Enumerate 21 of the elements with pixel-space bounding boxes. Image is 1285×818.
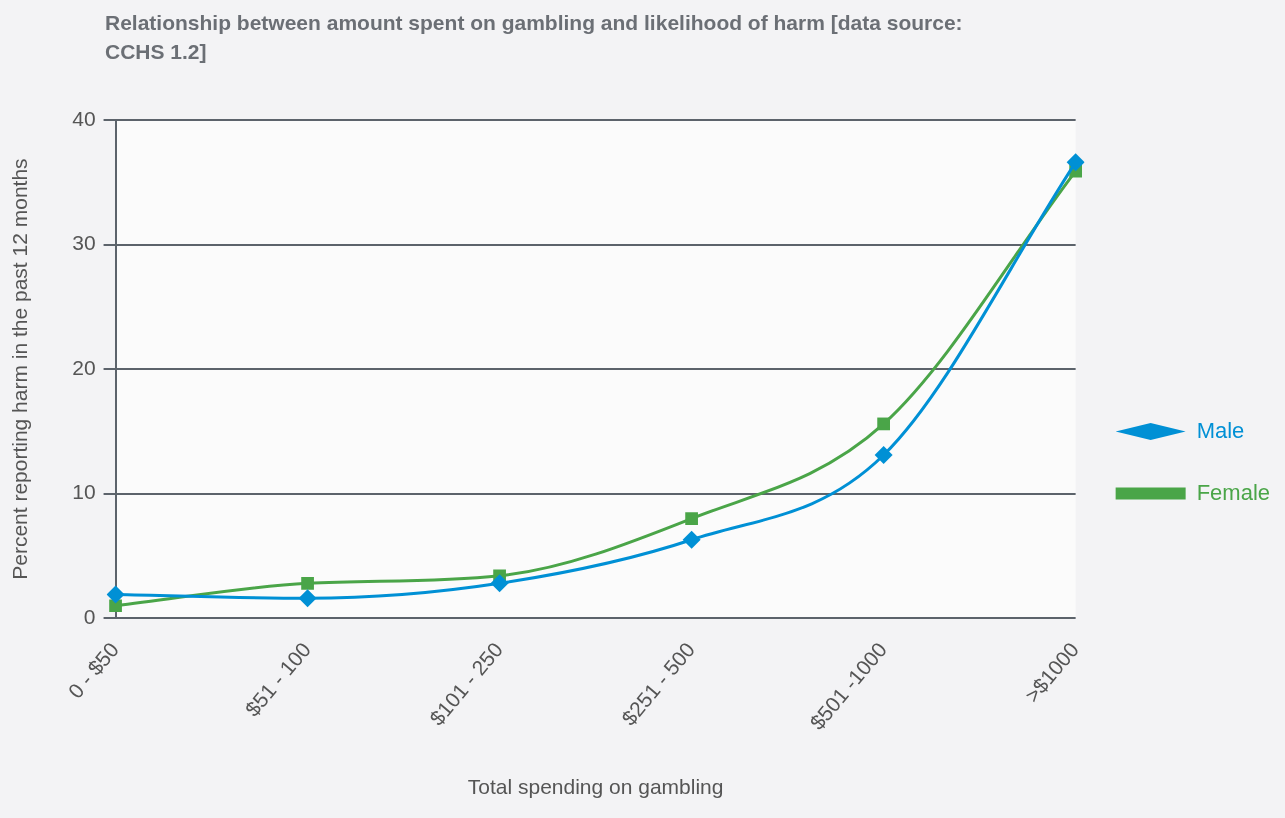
x-tick-label: $51 - 100 — [240, 637, 316, 721]
point — [685, 512, 698, 525]
legend-label: Male — [1196, 417, 1245, 443]
point — [877, 417, 890, 431]
y-axis-title: Percent reporting harm in the past 12 months — [8, 158, 32, 580]
x-tick-label: 0 - $50 — [63, 637, 124, 703]
point — [298, 589, 317, 608]
y-tick-label: 40 — [72, 106, 96, 130]
point — [682, 530, 701, 549]
point — [1066, 153, 1085, 172]
point — [874, 446, 893, 465]
point — [301, 576, 314, 590]
legend-label: Female — [1196, 479, 1270, 505]
y-tick-label: 30 — [72, 231, 96, 255]
y-tick-label: 20 — [72, 355, 96, 379]
x-axis-title: Total spending on gambling — [467, 775, 724, 799]
point — [490, 574, 509, 593]
point — [106, 585, 125, 604]
y-tick-label: 10 — [72, 480, 96, 504]
chart-title: Relationship between amount spent on gambling and likelihood of harm [data source: CCHS 1.2] — [105, 10, 964, 65]
y-tick-label: 0 — [83, 605, 96, 628]
